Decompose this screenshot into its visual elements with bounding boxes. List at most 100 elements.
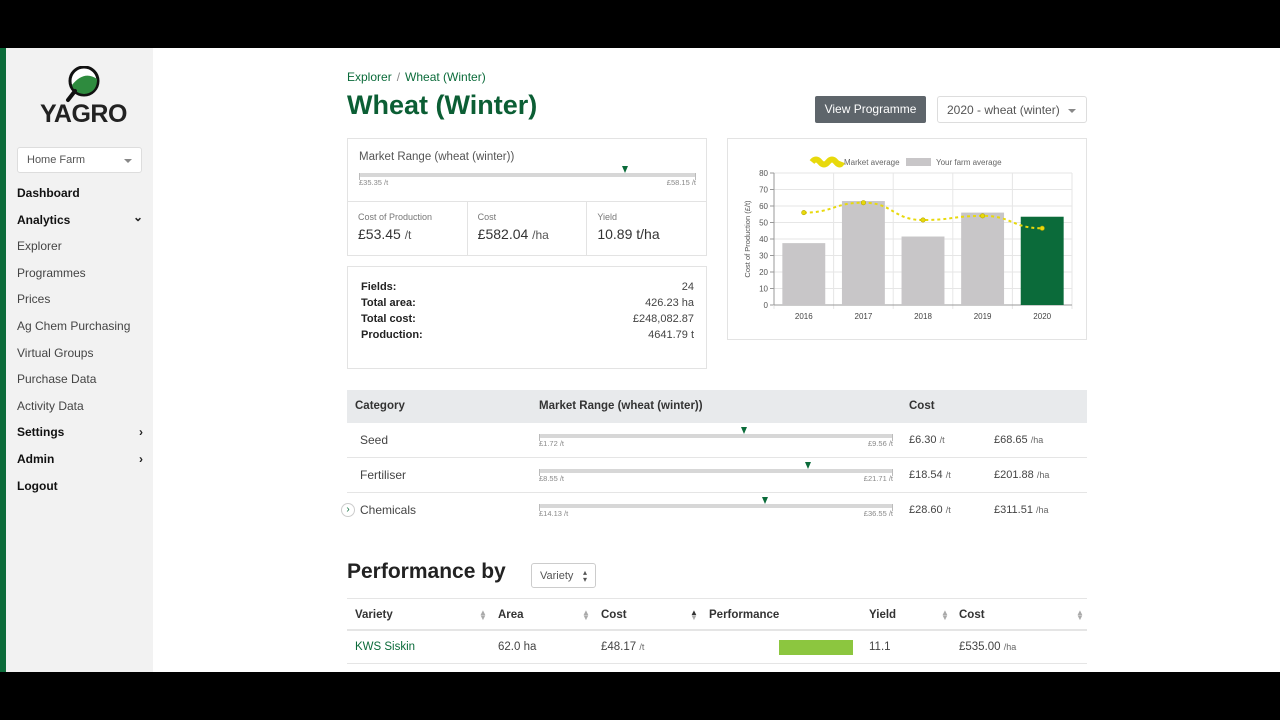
header-variety[interactable]: Variety [355, 609, 393, 621]
sort-icon[interactable]: ▲ ▼ [1076, 608, 1084, 622]
stat-value: £582.04 /ha [478, 226, 577, 242]
caret-down-icon [124, 159, 132, 163]
header-market-range[interactable]: Market Range (wheat (winter)) [539, 400, 703, 412]
sidebar-item-label: Dashboard [17, 186, 80, 200]
sidebar-item-admin[interactable]: Admin › [17, 446, 145, 473]
y-tick-label: 80 [759, 169, 768, 178]
header-performance[interactable]: Performance [709, 609, 780, 621]
sort-icon[interactable]: ▲ ▼ [479, 608, 487, 622]
summary-row-total-area: Total area: 426.23 ha [361, 297, 694, 313]
category-row-fertiliser[interactable]: Fertiliser £8.55 /t £21.71 /t £18.54 /t £201… [347, 458, 1087, 493]
range-end [539, 434, 540, 441]
market-range-label: Market Range (wheat (winter)) [359, 151, 515, 163]
stat-label: Yield [597, 212, 618, 222]
range-min-label: £1.72 /t [539, 439, 565, 448]
range-min-label: £14.13 /t [539, 509, 569, 518]
sidebar-item-label: Purchase Data [17, 372, 97, 387]
cost-value: £6.30 [909, 434, 937, 446]
summary-row-total-cost: Total cost: £248,082.87 [361, 313, 694, 329]
table-row[interactable]: KWS Siskin 62.0 ha £48.17 /t 11.1 £535.0… [347, 631, 1087, 664]
market-position-marker [621, 166, 628, 173]
expand-row-icon[interactable]: › [341, 503, 355, 517]
cost-unit: /ha [1036, 470, 1050, 480]
category-row-chemicals[interactable]: › Chemicals £14.13 /t £36.55 /t £28.60 /t £31… [341, 493, 1087, 528]
category-range-bar: £1.72 /t £9.56 /t [539, 427, 893, 448]
category-position-marker [762, 497, 769, 504]
cost-value: £311.51 [994, 504, 1033, 516]
sidebar-item-label: Analytics [17, 212, 71, 227]
sort-icon[interactable]: ▲ ▼ [941, 608, 949, 622]
summary-value: 4641.79 t [648, 329, 694, 341]
stat-number: £582.04 [477, 226, 529, 242]
range-min-label: £8.55 /t [539, 474, 565, 483]
sidebar-item-dashboard[interactable]: Dashboard [17, 180, 145, 207]
logo[interactable]: YAGRO [36, 65, 131, 128]
breadcrumb-explorer-link[interactable]: Explorer [347, 70, 392, 84]
header-area[interactable]: Area [498, 609, 524, 621]
sort-asc-icon[interactable]: ▲ ▼ [690, 608, 698, 622]
market-point-2019 [980, 213, 986, 219]
sidebar-item-label: Logout [17, 478, 58, 493]
breadcrumb-current[interactable]: Wheat (Winter) [405, 70, 486, 84]
y-tick-label: 40 [759, 235, 768, 244]
sidebar-item-virtual-groups[interactable]: Virtual Groups [17, 340, 145, 367]
sidebar-item-label: Explorer [17, 239, 62, 254]
cost-unit: /t [939, 435, 945, 445]
header-cost[interactable]: Cost [909, 400, 935, 412]
sort-icon[interactable]: ▲ ▼ [582, 608, 590, 622]
range-end [892, 469, 893, 476]
sidebar-item-analytics[interactable]: Analytics ⌄ [17, 207, 145, 234]
cost-value: £48.17 [601, 641, 637, 653]
variety-link[interactable]: KWS Siskin [355, 641, 416, 653]
header-cost-ha[interactable]: Cost [959, 609, 985, 621]
header-yield[interactable]: Yield [869, 609, 897, 621]
sidebar-item-ag-chem-purchasing[interactable]: Ag Chem Purchasing [17, 313, 145, 340]
summary-value: 426.23 ha [645, 297, 694, 309]
category-range-bar: £8.55 /t £21.71 /t [539, 462, 893, 483]
cost-unit: /t [945, 505, 951, 515]
stat-number: 10.89 t/ha [597, 226, 660, 242]
farm-select[interactable]: Home Farm [17, 147, 142, 173]
cost-value: £68.65 [994, 434, 1028, 446]
summary-row-production: Production: 4641.79 t [361, 329, 694, 345]
cost-unit: /ha [1036, 505, 1049, 515]
performance-group-select[interactable]: Variety ▴ ▾ [531, 563, 596, 588]
cost-value: £18.54 [909, 469, 943, 481]
sidebar-item-activity-data[interactable]: Activity Data [17, 393, 145, 420]
performance-title: Performance by [347, 560, 506, 583]
cost-per-hectare: £201.88 /ha [994, 469, 1049, 481]
sidebar-item-label: Virtual Groups [17, 345, 94, 360]
sidebar-nav: Dashboard Analytics ⌄ Explorer Programmes… [17, 180, 145, 499]
y-tick-label: 50 [759, 219, 768, 228]
summary-key: Total area: [361, 297, 416, 309]
sidebar-item-programmes[interactable]: Programmes [17, 260, 145, 287]
sidebar-item-logout[interactable]: Logout [17, 473, 145, 500]
market-point-2016 [801, 210, 807, 216]
header-category[interactable]: Category [355, 400, 405, 412]
range-max-label: £9.56 /t [867, 439, 893, 448]
stat-value: 10.89 t/ha [597, 226, 696, 242]
cost-unit: /ha [1030, 435, 1044, 445]
stat-cost: Cost £582.04 /ha [468, 202, 588, 256]
performance-bar [779, 640, 853, 655]
header-cost[interactable]: Cost [601, 609, 627, 621]
year-select[interactable]: 2020 - wheat (winter) [937, 96, 1087, 123]
range-end [539, 469, 540, 476]
category-position-marker [804, 462, 811, 469]
category-position-marker [740, 427, 747, 434]
y-axis-label: Cost of Production (£/t) [743, 200, 752, 278]
bar-2018 [901, 236, 945, 305]
sidebar-item-purchase-data[interactable]: Purchase Data [17, 366, 145, 393]
range-max-label: £58.15 /t [666, 178, 696, 187]
sidebar-item-explorer[interactable]: Explorer [17, 233, 145, 260]
brand-name: YAGRO [40, 100, 127, 128]
x-tick-label: 2019 [974, 312, 992, 321]
sidebar-item-settings[interactable]: Settings › [17, 419, 145, 446]
view-programme-button[interactable]: View Programme [815, 96, 926, 123]
app-frame: YAGRO Home Farm Dashboard Analytics ⌄ Exp… [0, 48, 1280, 672]
summary-key: Production: [361, 329, 423, 341]
performance-table-header: Variety ▲ ▼ Area ▲ ▼ Cost ▲ ▼ Performance Y… [347, 598, 1087, 631]
category-row-seed[interactable]: Seed £1.72 /t £9.56 /t £6.30 /t £68.65 /ha [347, 423, 1087, 458]
sidebar-item-prices[interactable]: Prices [17, 286, 145, 313]
cost-unit: /t [945, 470, 951, 480]
